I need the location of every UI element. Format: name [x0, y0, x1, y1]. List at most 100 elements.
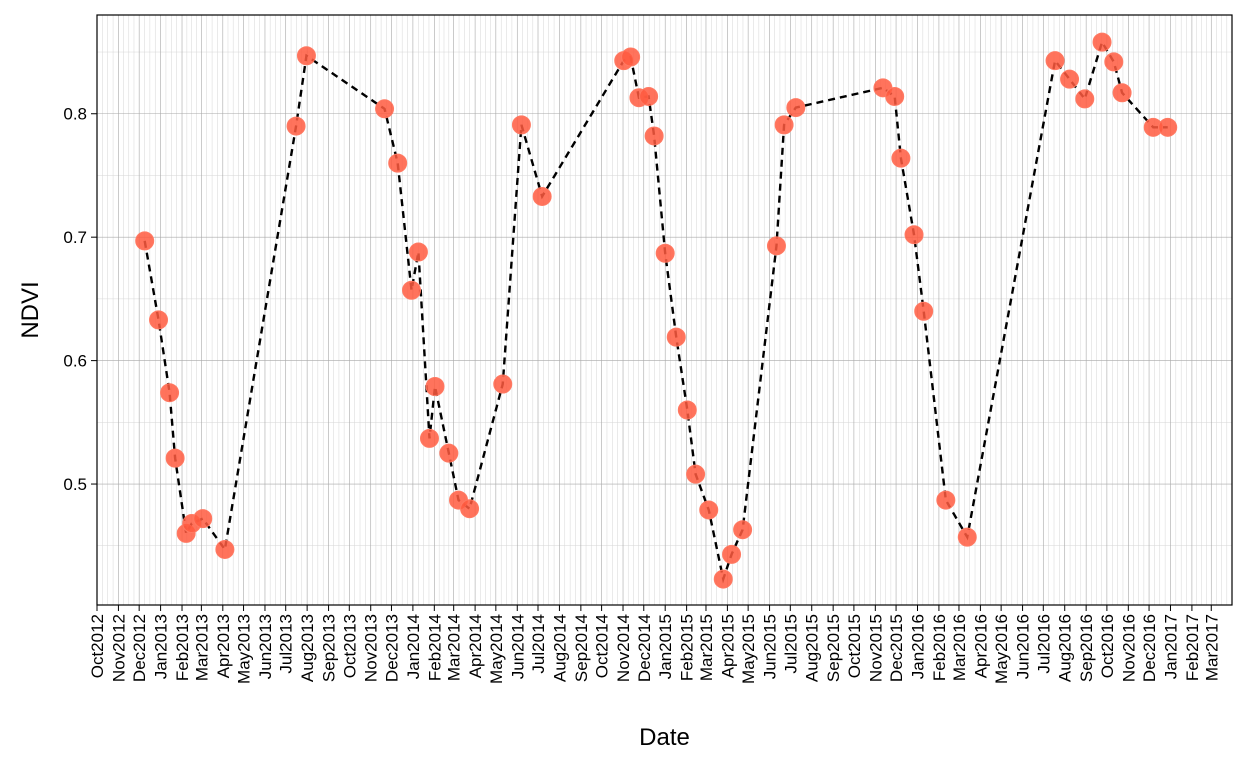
data-point [419, 428, 439, 448]
x-tick-label: Feb2016 [930, 614, 949, 681]
data-point [713, 569, 733, 589]
data-point [1092, 32, 1112, 52]
x-tick-label: May2013 [235, 614, 254, 684]
y-tick-label: 0.6 [63, 352, 87, 371]
x-axis-title: Date [639, 724, 690, 751]
x-tick-label: Feb2015 [678, 614, 697, 681]
data-point [639, 86, 659, 106]
axes: Oct2012 Nov2012 Dec2012 Jan2013 Feb2013 Mar20… [63, 105, 1221, 684]
x-tick-label: Dec2013 [382, 614, 401, 682]
data-point [936, 490, 956, 510]
data-point [425, 377, 445, 397]
x-tick-label: May2016 [992, 614, 1011, 684]
data-point [460, 499, 480, 519]
x-tick-label: Nov2015 [866, 614, 885, 682]
series-line [143, 39, 1168, 584]
x-tick-label: Mar2014 [445, 614, 464, 681]
data-point [135, 231, 155, 251]
data-point [655, 243, 675, 263]
x-tick-label: Mar2015 [697, 614, 716, 681]
x-tick-label: Jun2016 [1014, 614, 1033, 679]
data-point [686, 464, 706, 484]
data-point [699, 500, 719, 520]
data-point [1075, 89, 1095, 109]
x-tick-label: Sep2016 [1077, 614, 1096, 682]
x-tick-label: Apr2014 [466, 614, 485, 678]
x-tick-label: Aug2016 [1056, 614, 1075, 682]
x-tick-label: Jan2015 [656, 614, 675, 679]
x-tick-label: Dec2012 [130, 614, 149, 682]
data-point [914, 301, 934, 321]
x-tick-label: May2014 [487, 614, 506, 684]
x-tick-label: Jul2014 [529, 614, 548, 674]
data-point [439, 443, 459, 463]
data-point [402, 280, 422, 300]
x-tick-label: Aug2015 [803, 614, 822, 682]
data-point [1045, 51, 1065, 71]
y-tick-label: 0.7 [63, 228, 87, 247]
x-tick-label: Sep2015 [824, 614, 843, 682]
x-tick-label: Jan2017 [1161, 614, 1180, 679]
data-point [722, 544, 742, 564]
x-tick-label: Nov2016 [1119, 614, 1138, 682]
x-tick-label: Nov2014 [614, 614, 633, 682]
x-tick-label: Jun2015 [761, 614, 780, 679]
x-tick-label: Jan2014 [404, 614, 423, 679]
x-tick-label: Feb2014 [425, 614, 444, 681]
x-tick-label: Jan2016 [908, 614, 927, 679]
x-tick-label: Jul2013 [277, 614, 296, 674]
x-tick-label: Dec2016 [1140, 614, 1159, 682]
data-point [1112, 83, 1132, 103]
data-point [885, 86, 905, 106]
y-tick-label: 0.8 [63, 105, 87, 124]
x-tick-label: Jun2013 [256, 614, 275, 679]
data-series [135, 32, 1178, 589]
x-tick-label: Dec2015 [887, 614, 906, 682]
data-point [957, 527, 977, 547]
data-point [677, 400, 697, 420]
x-tick-label: Oct2014 [593, 614, 612, 678]
data-point [1060, 69, 1080, 89]
x-tick-label: Oct2012 [88, 614, 107, 678]
x-tick-label: Mar2016 [950, 614, 969, 681]
plot-panel-border [96, 14, 1233, 606]
data-point [666, 327, 686, 347]
x-tick-label: Aug2013 [298, 614, 317, 682]
data-point [766, 236, 786, 256]
x-tick-label: Mar2013 [192, 614, 211, 681]
data-point [388, 153, 408, 173]
data-point [532, 186, 552, 206]
data-point [1158, 117, 1178, 137]
data-point [408, 242, 428, 262]
data-point [511, 115, 531, 135]
data-point [286, 116, 306, 136]
data-point [375, 99, 395, 119]
y-tick-label: 0.5 [63, 475, 87, 494]
data-point [733, 520, 753, 540]
x-tick-label: Apr2015 [718, 614, 737, 678]
x-tick-label: Feb2017 [1183, 614, 1202, 681]
data-point [193, 509, 213, 529]
data-point [215, 539, 235, 559]
data-point [1104, 52, 1124, 72]
x-tick-label: Apr2016 [971, 614, 990, 678]
x-tick-label: Jul2016 [1034, 614, 1053, 674]
x-tick-label: May2015 [739, 614, 758, 684]
x-tick-label: Oct2016 [1098, 614, 1117, 678]
data-point [891, 148, 911, 168]
data-point [621, 47, 641, 67]
data-point [160, 383, 180, 403]
data-point [149, 310, 169, 330]
data-point [786, 98, 806, 118]
x-tick-label: Dec2014 [635, 614, 654, 682]
x-tick-label: Nov2013 [362, 614, 381, 682]
data-point [165, 448, 185, 468]
x-tick-label: Jan2013 [152, 614, 171, 679]
data-point [493, 374, 513, 394]
x-tick-label: Sep2014 [572, 614, 591, 682]
x-tick-label: Feb2013 [173, 614, 192, 681]
x-tick-label: Sep2013 [320, 614, 339, 682]
y-axis-title: NDVI [17, 281, 44, 338]
